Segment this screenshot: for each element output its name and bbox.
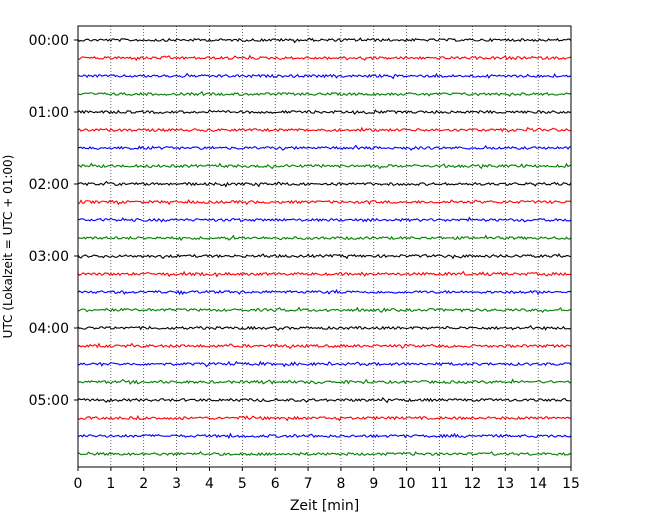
x-tick-label: 7: [304, 476, 313, 492]
y-tick-label: 01:00: [29, 105, 69, 121]
y-axis: 00:00 01:00 02:00 03:00 04:00 05:00: [29, 33, 78, 409]
trace-line: [77, 90, 572, 97]
trace-line: [77, 144, 572, 151]
trace-line: [77, 72, 572, 80]
trace-line: [77, 253, 572, 260]
y-tick-label: 02:00: [29, 177, 69, 193]
x-tick-label: 1: [106, 476, 115, 492]
x-tick-label: 0: [74, 476, 83, 492]
trace-line: [77, 306, 572, 314]
trace-line: [77, 126, 572, 133]
x-tick-label: 9: [369, 476, 378, 492]
x-tick-label: 8: [336, 476, 345, 492]
x-tick-label: 13: [496, 476, 514, 492]
x-tick-label: 12: [463, 476, 481, 492]
trace-line: [77, 54, 572, 62]
plot-frame: [77, 25, 572, 468]
y-tick-label: 00:00: [29, 33, 69, 49]
x-tick-label: 14: [529, 476, 547, 492]
trace-line: [77, 325, 572, 331]
trace-line: [77, 360, 572, 368]
x-axis-label: Zeit [min]: [290, 498, 359, 514]
y-tick-label: 04:00: [29, 321, 69, 337]
trace-line: [77, 234, 572, 242]
x-tick-label: 10: [398, 476, 416, 492]
trace-line: [77, 288, 572, 296]
x-tick-label: 4: [205, 476, 214, 492]
x-tick-label: 2: [139, 476, 148, 492]
trace-line: [77, 450, 572, 457]
x-tick-label: 15: [562, 476, 580, 492]
trace-line: [77, 378, 572, 385]
trace-line: [77, 414, 572, 422]
trace-line: [77, 342, 572, 350]
trace-line: [77, 397, 572, 404]
trace-line: [77, 199, 572, 206]
trace-line: [77, 216, 572, 223]
trace-line: [77, 109, 572, 115]
x-tick-label: 11: [431, 476, 449, 492]
trace-line: [77, 162, 572, 170]
trace-line: [77, 270, 572, 278]
y-tick-label: 05:00: [29, 393, 69, 409]
y-tick-label: 03:00: [29, 249, 69, 265]
trace-group: [77, 37, 572, 457]
x-axis: 0 1 2 3 4 5 6 7 8 9 10 11 12 13 14 15: [74, 467, 580, 492]
x-tick-label: 6: [271, 476, 280, 492]
x-tick-label: 5: [238, 476, 247, 492]
trace-line: [77, 432, 572, 440]
trace-line: [77, 180, 572, 188]
trace-line: [77, 37, 572, 44]
y-axis-label: UTC (Lokalzeit = UTC + 01:00): [1, 155, 15, 339]
x-tick-label: 3: [172, 476, 181, 492]
